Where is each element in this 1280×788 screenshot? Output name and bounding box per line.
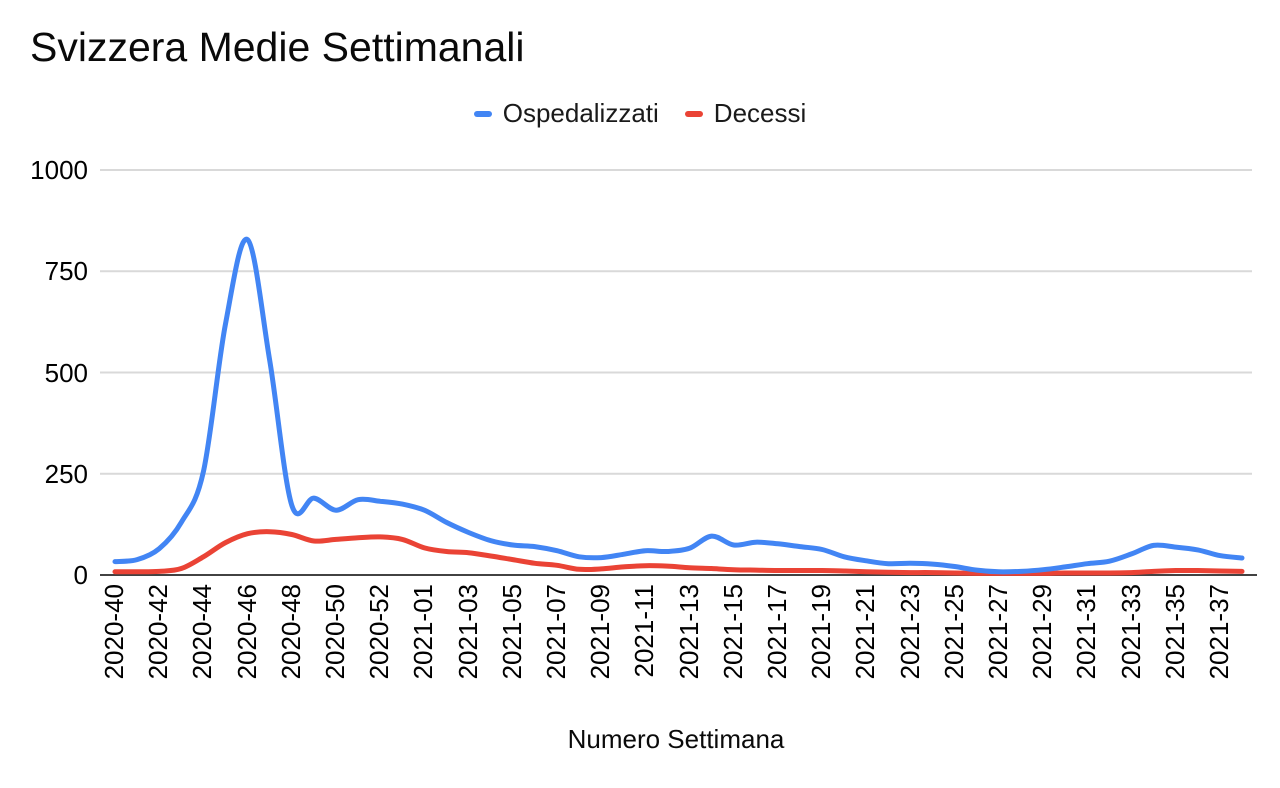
y-tick-label: 750	[44, 256, 88, 287]
legend-marker-ospedalizzati-icon	[473, 110, 492, 117]
legend: Ospedalizzati Decessi	[0, 98, 1280, 129]
x-tick-label: 2021-37	[1203, 584, 1234, 680]
legend-label-ospedalizzati: Ospedalizzati	[502, 98, 659, 128]
x-tick-label: 2020-52	[364, 584, 395, 680]
y-tick-label: 500	[44, 357, 88, 388]
x-tick-label: 2021-01	[408, 584, 439, 680]
x-tick-label: 2021-27	[982, 584, 1013, 680]
x-tick-label: 2020-40	[99, 584, 129, 680]
x-tick-label: 2021-21	[850, 584, 881, 680]
x-tick-label: 2021-15	[717, 584, 748, 680]
chart-title: Svizzera Medie Settimanali	[30, 24, 525, 70]
legend-item-ospedalizzati: Ospedalizzati	[473, 98, 659, 129]
legend-item-decessi: Decessi	[684, 98, 807, 129]
x-tick-label: 2020-42	[143, 584, 174, 680]
x-tick-label: 2021-23	[894, 584, 925, 680]
x-tick-label: 2021-33	[1115, 584, 1146, 680]
legend-marker-decessi-icon	[684, 110, 703, 117]
legend-label-decessi: Decessi	[713, 98, 807, 128]
x-tick-label: 2021-05	[496, 584, 527, 680]
x-tick-label: 2021-17	[761, 584, 792, 680]
x-axis-title: Numero Settimana	[567, 724, 785, 754]
x-tick-label: 2021-35	[1159, 584, 1190, 680]
x-tick-label: 2021-25	[938, 584, 969, 680]
x-tick-label: 2021-13	[673, 584, 704, 680]
series-line-ospedalizzati	[112, 236, 1245, 575]
y-tick-label: 1000	[30, 155, 88, 185]
x-tick-label: 2020-50	[319, 584, 350, 680]
x-tick-label: 2020-44	[187, 584, 218, 680]
y-tick-label: 250	[44, 458, 88, 489]
x-tick-label: 2021-11	[629, 584, 660, 678]
series-line-decessi	[112, 529, 1245, 576]
x-tick-label: 2020-48	[275, 584, 306, 680]
x-tick-label: 2021-29	[1027, 584, 1058, 680]
x-tick-label: 2020-46	[231, 584, 262, 680]
x-tick-label: 2021-03	[452, 584, 483, 680]
x-tick-label: 2021-31	[1071, 584, 1102, 680]
x-tick-label: 2021-07	[540, 584, 571, 680]
x-tick-label: 2021-19	[806, 584, 837, 680]
x-tick-label: 2021-09	[585, 584, 616, 680]
y-tick-label: 0	[73, 560, 88, 590]
